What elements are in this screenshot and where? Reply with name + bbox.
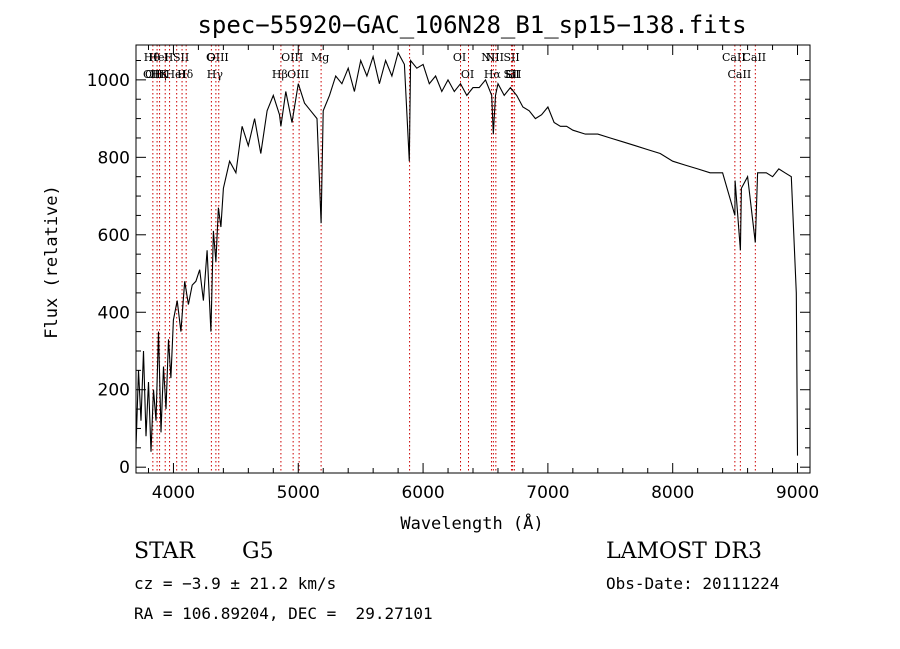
line-marker-label: Hγ <box>207 68 224 81</box>
line-marker-label: SII <box>505 68 521 81</box>
line-marker-label: Hθ <box>144 51 161 64</box>
line-marker-label: SII <box>503 68 519 81</box>
line-marker-label: OI <box>453 51 466 64</box>
obs-date-text: Obs-Date: 20111224 <box>606 574 780 593</box>
x-tick-label: 4000 <box>152 483 195 503</box>
line-marker-label: CaII <box>728 68 752 81</box>
x-tick-label: 7000 <box>526 483 569 503</box>
survey-label: LAMOST DR3 <box>606 539 762 564</box>
line-marker-label: Hδ <box>177 68 194 81</box>
line-marker-label: CaII <box>742 51 766 64</box>
line-marker-label: K <box>160 68 169 81</box>
class-label: STAR <box>134 539 195 564</box>
axis-ticks: 4000 5000 6000 7000 8000 9000 0 200 400 600 800 100… <box>87 45 819 503</box>
line-marker-label: Hη <box>150 68 166 81</box>
coordinates-text: RA = 106.89204, DEC = 29.27101 <box>134 604 433 623</box>
x-tick-label: 9000 <box>776 483 819 503</box>
line-marker-label: OIII <box>145 68 167 81</box>
line-marker-label: SII <box>503 51 519 64</box>
y-tick-label: 400 <box>98 303 130 323</box>
line-marker-label: Hα <box>484 68 502 81</box>
line-marker-label: H <box>164 51 174 64</box>
y-tick-label: 200 <box>98 381 130 401</box>
subclass-label: G5 <box>242 539 274 564</box>
line-marker-label: NII <box>481 51 499 64</box>
line-marker-label: G <box>206 51 215 64</box>
line-marker-label: Hβ <box>272 68 288 81</box>
line-marker-label: HeI <box>165 68 185 81</box>
line-marker-label: Mg <box>311 51 329 64</box>
y-tick-label: 600 <box>98 226 130 246</box>
y-tick-label: 1000 <box>87 71 130 91</box>
line-marker-label: OII <box>143 68 161 81</box>
x-tick-label: 8000 <box>651 483 694 503</box>
line-marker-label: OIII <box>281 51 303 64</box>
chart-title: spec−55920−GAC_106N28_B1_sp15−138.fits <box>197 11 746 39</box>
y-tick-label: 800 <box>98 148 130 168</box>
y-axis-label: Flux (relative) <box>42 185 62 339</box>
line-marker-label: NII <box>486 51 504 64</box>
y-tick-label: 0 <box>119 458 130 478</box>
line-marker-label: HeI <box>148 51 168 64</box>
flux-series-line <box>135 51 799 456</box>
line-marker-label: OIII <box>287 68 309 81</box>
x-tick-label: 5000 <box>277 483 320 503</box>
line-marker-label: OI <box>461 68 474 81</box>
line-marker-label: OIII <box>207 51 229 64</box>
line-marker-label: SII <box>173 51 189 64</box>
x-tick-label: 6000 <box>401 483 444 503</box>
x-axis-label: Wavelength (Å) <box>400 512 543 534</box>
plot-frame <box>135 44 811 474</box>
line-marker-label: Li <box>505 68 516 81</box>
line-markers: HθOIIOIIIHeIHηKHHeISIIHδGHγOIIIHβOIIIOII… <box>143 45 766 473</box>
line-marker-label: CaII <box>722 51 746 64</box>
redshift-text: cz = −3.9 ± 21.2 km/s <box>134 574 337 593</box>
